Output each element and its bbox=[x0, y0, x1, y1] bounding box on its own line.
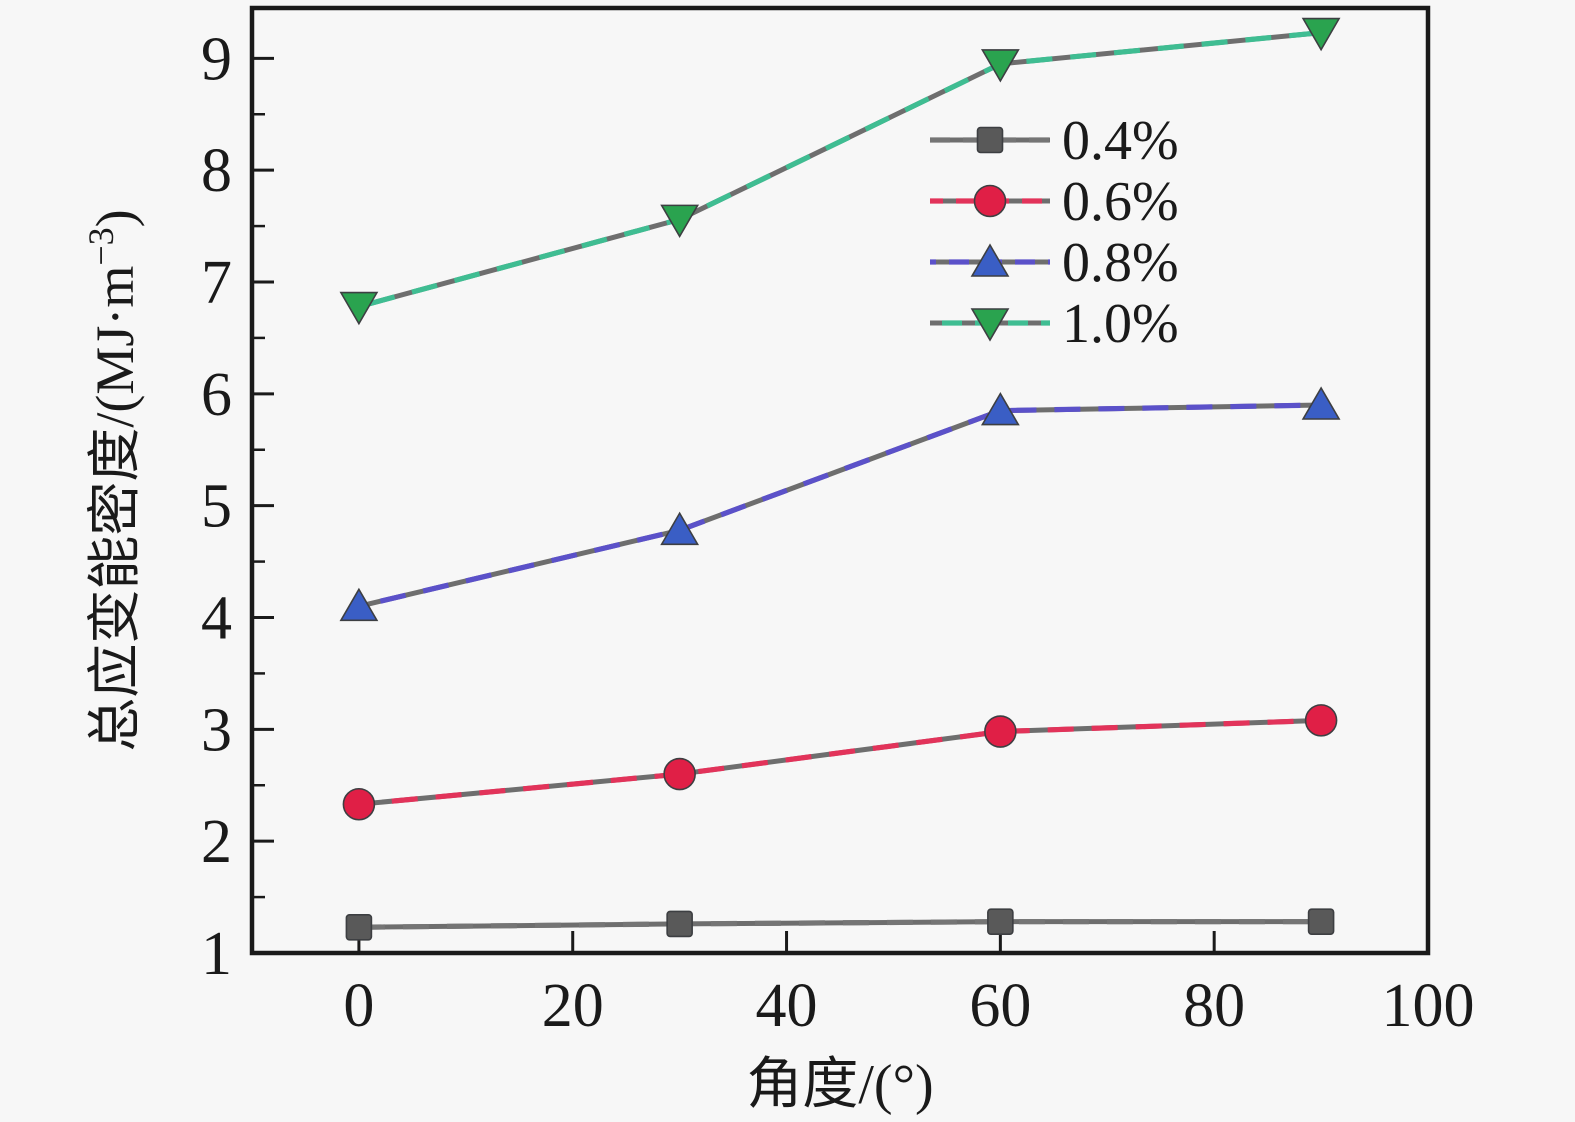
series-line-0.6% bbox=[358, 717, 1322, 807]
x-axis-tick-label: 20 bbox=[542, 972, 604, 1040]
series-marker-0.4% bbox=[345, 913, 373, 941]
legend-label-0.8%: 0.8% bbox=[1062, 232, 1179, 294]
legend-marker-0.8% bbox=[970, 243, 1010, 277]
x-axis-tick-label: 40 bbox=[756, 972, 818, 1040]
y-axis-tick-label: 2 bbox=[201, 808, 232, 876]
series-marker-0.8% bbox=[980, 392, 1020, 426]
series-marker-0.8% bbox=[1301, 386, 1341, 420]
legend-label-1.0%: 1.0% bbox=[1062, 293, 1179, 355]
y-axis-tick-label: 8 bbox=[201, 137, 232, 205]
series-line-1.0% bbox=[358, 30, 1322, 310]
x-axis-tick-label: 60 bbox=[969, 972, 1031, 1040]
plot-border bbox=[249, 5, 1431, 956]
legend-marker-0.4% bbox=[976, 126, 1004, 154]
series-marker-0.4% bbox=[987, 908, 1014, 935]
x-axis-tick-label: 100 bbox=[1382, 972, 1475, 1040]
series-marker-1.0% bbox=[339, 291, 379, 326]
series-marker-0.6% bbox=[1304, 704, 1338, 737]
legend-label-0.6%: 0.6% bbox=[1062, 171, 1179, 233]
series-marker-0.8% bbox=[660, 511, 700, 546]
series-marker-0.4% bbox=[1307, 908, 1335, 935]
series-marker-0.6% bbox=[984, 715, 1017, 748]
x-axis-title: 角度/(°) bbox=[746, 1054, 933, 1116]
y-axis-tick-label: 6 bbox=[201, 361, 232, 429]
legend-marker-0.6% bbox=[973, 184, 1007, 218]
y-axis-tick-label: 5 bbox=[201, 473, 232, 541]
series-marker-1.0% bbox=[1301, 17, 1341, 52]
y-axis-title: 总应变能密度/(MJ·m−3) bbox=[81, 209, 145, 751]
series-marker-1.0% bbox=[980, 49, 1020, 83]
series-marker-0.8% bbox=[339, 587, 379, 622]
series-marker-0.4% bbox=[666, 910, 693, 938]
y-axis-tick-label: 1 bbox=[201, 920, 232, 988]
y-axis-tick-label: 7 bbox=[201, 249, 232, 317]
legend-marker-1.0% bbox=[970, 308, 1010, 342]
series-line-0.4% bbox=[358, 919, 1322, 930]
legend-label-0.4%: 0.4% bbox=[1062, 110, 1179, 172]
y-axis-tick-label: 3 bbox=[201, 696, 232, 764]
y-axis-tick-label: 9 bbox=[201, 25, 232, 93]
x-axis-tick-label: 80 bbox=[1183, 972, 1245, 1040]
x-axis-tick-label: 0 bbox=[343, 972, 374, 1040]
series-marker-0.6% bbox=[342, 787, 376, 821]
series-line-0.8% bbox=[358, 402, 1322, 609]
series-marker-0.6% bbox=[663, 757, 696, 791]
series-marker-1.0% bbox=[660, 204, 700, 238]
y-axis-tick-label: 4 bbox=[201, 584, 232, 652]
